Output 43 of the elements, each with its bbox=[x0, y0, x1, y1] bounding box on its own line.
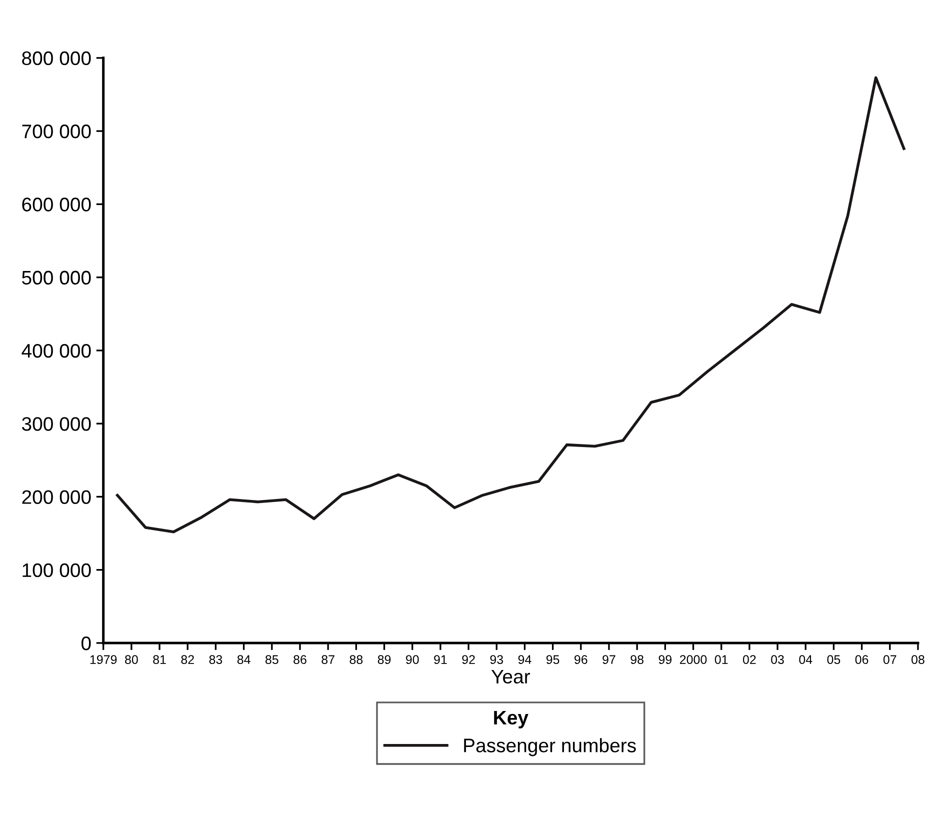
x-tick-label: 85 bbox=[265, 655, 278, 664]
x-tick-label: 96 bbox=[574, 655, 588, 664]
x-tick-label: 07 bbox=[883, 655, 896, 664]
x-tick-label: 84 bbox=[237, 655, 250, 664]
y-tick-label: 800 000 bbox=[22, 51, 91, 66]
x-axis-title: Year bbox=[491, 670, 530, 684]
x-tick-label: 04 bbox=[799, 655, 812, 664]
x-tick-label: 2000 bbox=[680, 655, 707, 664]
x-tick-label: 86 bbox=[294, 655, 306, 664]
x-tick-label: 83 bbox=[209, 655, 222, 664]
x-tick-label: 89 bbox=[378, 655, 391, 664]
y-tick-label: 700 000 bbox=[22, 124, 91, 138]
y-tick-label: 0 bbox=[81, 636, 91, 650]
x-tick-label: 92 bbox=[462, 655, 475, 664]
y-tick-label: 300 000 bbox=[22, 417, 91, 431]
y-tick-label: 200 000 bbox=[22, 490, 91, 504]
x-tick-label: 81 bbox=[153, 655, 166, 664]
line-series bbox=[116, 76, 906, 534]
y-tick-label: 600 000 bbox=[22, 198, 91, 212]
x-tick-label: 88 bbox=[350, 655, 363, 664]
x-tick-label: 06 bbox=[855, 655, 868, 664]
x-tick-label: 03 bbox=[771, 655, 784, 664]
y-tick-label: 500 000 bbox=[22, 270, 91, 285]
x-tick-label: 93 bbox=[490, 655, 504, 664]
x-tick-label: 97 bbox=[602, 655, 616, 664]
x-tick-label: 91 bbox=[434, 655, 447, 664]
x-tick-label: 90 bbox=[406, 655, 419, 664]
x-tick-label: 05 bbox=[827, 655, 840, 664]
x-tick-label: 08 bbox=[912, 655, 924, 664]
x-tick-label: 95 bbox=[546, 655, 560, 664]
legend-title: Key bbox=[494, 710, 528, 728]
x-tick-label: 98 bbox=[630, 655, 644, 664]
x-tick-label: 01 bbox=[714, 655, 728, 664]
y-tick-label: 100 000 bbox=[22, 563, 91, 578]
x-tick-label: 02 bbox=[742, 655, 756, 664]
x-tick-label: 99 bbox=[658, 655, 672, 664]
x-tick-label: 94 bbox=[518, 655, 532, 664]
x-tick-label: 1979 bbox=[90, 655, 117, 664]
legend-label: Passenger numbers bbox=[464, 738, 636, 756]
x-tick-label: 80 bbox=[125, 655, 138, 664]
x-tick-label: 82 bbox=[181, 655, 194, 664]
y-tick-label: 400 000 bbox=[22, 344, 91, 358]
x-tick-label: 87 bbox=[322, 655, 334, 664]
